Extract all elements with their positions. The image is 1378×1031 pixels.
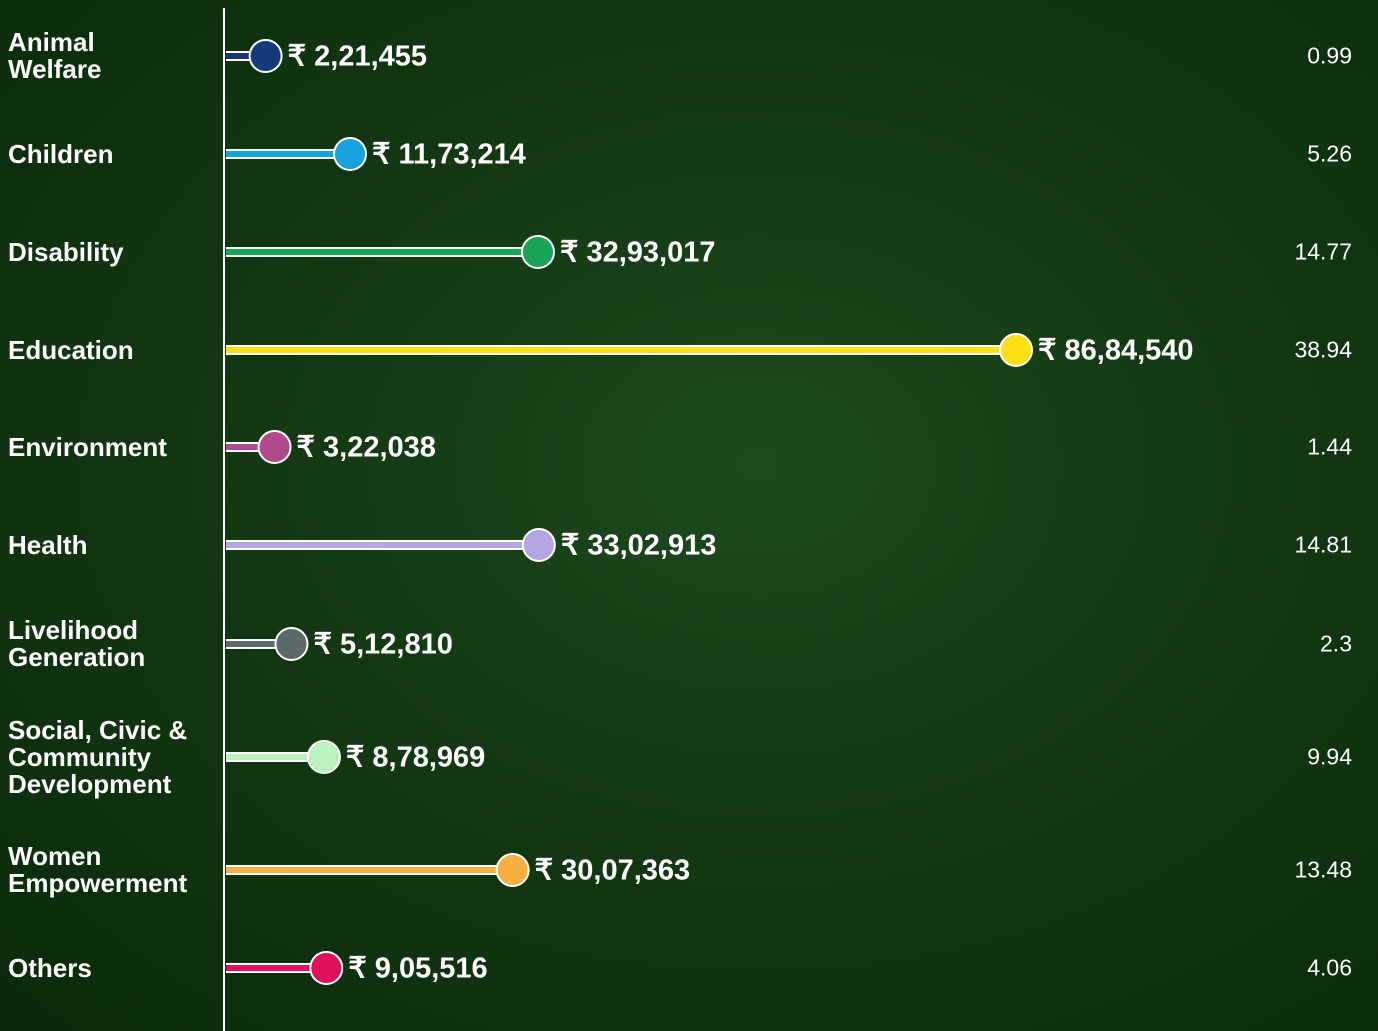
share-label: 38.94 <box>1294 337 1352 364</box>
share-label: 14.81 <box>1294 532 1352 559</box>
dot <box>308 741 340 773</box>
value-label: ₹ 2,21,455 <box>288 39 427 74</box>
category-label: Education <box>8 337 223 364</box>
dot <box>310 952 342 984</box>
dot <box>334 138 366 170</box>
value-label: ₹ 5,12,810 <box>313 627 452 662</box>
category-label: Livelihood Generation <box>8 617 188 671</box>
share-label: 13.48 <box>1294 857 1352 884</box>
value-label: ₹ 86,84,540 <box>1038 333 1194 368</box>
chart: Animal Welfare ₹ 2,21,455 0.99 Children ₹ 11… <box>0 0 1378 1031</box>
value-label: ₹ 30,07,363 <box>535 853 691 888</box>
share-label: 1.44 <box>1307 434 1352 461</box>
dot <box>259 431 291 463</box>
share-label: 14.77 <box>1294 239 1352 266</box>
category-label: Children <box>8 141 223 168</box>
share-label: 9.94 <box>1307 744 1352 771</box>
dot <box>275 628 307 660</box>
share-label: 2.3 <box>1320 631 1352 658</box>
share-label: 5.26 <box>1307 141 1352 168</box>
category-label: Women Empowerment <box>8 843 223 897</box>
dot <box>497 854 529 886</box>
category-label: Others <box>8 955 223 982</box>
dot <box>250 40 282 72</box>
dot <box>523 529 555 561</box>
category-label: Animal Welfare <box>8 29 158 83</box>
value-label: ₹ 9,05,516 <box>348 951 487 986</box>
value-label: ₹ 3,22,038 <box>297 430 436 465</box>
dot <box>1000 334 1032 366</box>
category-label: Health <box>8 532 223 559</box>
value-label: ₹ 33,02,913 <box>561 528 717 563</box>
category-label: Disability <box>8 239 223 266</box>
value-label: ₹ 32,93,017 <box>560 235 716 270</box>
category-label: Environment <box>8 434 223 461</box>
category-label: Social, Civic & Community Development <box>8 717 223 798</box>
dot <box>522 236 554 268</box>
share-label: 4.06 <box>1307 955 1352 982</box>
value-label: ₹ 8,78,969 <box>346 740 485 775</box>
value-label: ₹ 11,73,214 <box>372 137 526 172</box>
share-label: 0.99 <box>1307 43 1352 70</box>
